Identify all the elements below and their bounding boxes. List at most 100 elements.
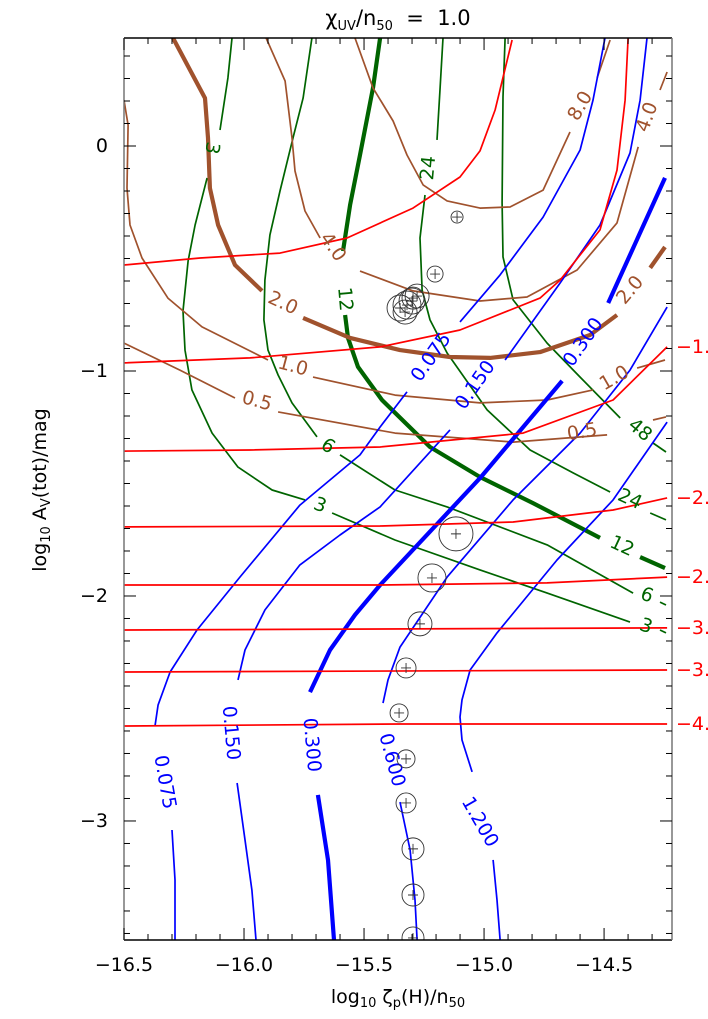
contour-segment bbox=[237, 429, 451, 681]
contour-segment bbox=[639, 555, 666, 571]
contour-segment bbox=[659, 601, 667, 606]
contour-0.300 bbox=[308, 177, 667, 940]
contour-2.0 bbox=[171, 38, 667, 360]
data-points bbox=[386, 210, 474, 940]
point-circle bbox=[426, 265, 444, 283]
data-point bbox=[395, 792, 417, 814]
contour-0.600 bbox=[382, 306, 668, 940]
contour-0.5 bbox=[124, 342, 667, 443]
contour-label: 0.300 bbox=[299, 717, 326, 773]
data-point bbox=[401, 286, 425, 310]
point-plus-icon bbox=[401, 662, 412, 673]
contour-segment bbox=[182, 177, 306, 501]
contour-segment bbox=[606, 177, 667, 304]
y-axis-label: log10 AV(tot)/mag bbox=[29, 408, 54, 571]
contour-segment bbox=[302, 313, 619, 360]
contour-segment bbox=[263, 38, 318, 438]
contour-segment bbox=[459, 38, 606, 323]
contour-edge-label: −3.5 bbox=[676, 659, 708, 681]
contour-segment bbox=[436, 38, 444, 140]
contour-segment bbox=[419, 194, 611, 493]
contour-segment bbox=[171, 829, 176, 940]
contour-segment bbox=[339, 454, 634, 594]
y-tick-label: 0 bbox=[96, 135, 108, 157]
point-circle bbox=[417, 563, 447, 593]
contour-label: 24 bbox=[416, 155, 440, 181]
contour-4.0 bbox=[265, 38, 668, 302]
contour-24 bbox=[419, 38, 667, 521]
point-circle bbox=[407, 611, 433, 637]
contour-segment bbox=[124, 38, 629, 364]
contour--3.5 bbox=[124, 669, 668, 673]
point-plus-icon bbox=[402, 300, 413, 311]
contour-3 bbox=[182, 38, 667, 634]
data-point bbox=[417, 563, 447, 593]
contour-segment bbox=[331, 512, 631, 623]
contour-segment bbox=[501, 38, 621, 419]
x-tick-label: −16.5 bbox=[95, 954, 153, 976]
contour-edge-label: −4.0 bbox=[676, 713, 708, 735]
contour-segment bbox=[649, 512, 667, 521]
point-circle bbox=[401, 286, 425, 310]
data-point bbox=[426, 265, 444, 283]
contour-48 bbox=[501, 38, 667, 453]
contour--1.5 bbox=[124, 346, 668, 452]
contour-0.075 bbox=[154, 38, 606, 940]
contour-segment bbox=[124, 346, 668, 452]
contour-segment bbox=[124, 723, 668, 727]
point-circle bbox=[401, 837, 425, 861]
contour-segment bbox=[124, 342, 236, 399]
data-point bbox=[450, 210, 464, 224]
point-circle bbox=[450, 210, 464, 224]
point-plus-icon bbox=[408, 843, 419, 854]
point-circle bbox=[398, 287, 426, 315]
x-tick-label: −15.5 bbox=[335, 954, 393, 976]
contour-1.0 bbox=[124, 99, 666, 404]
point-circle bbox=[395, 792, 417, 814]
contour-segment bbox=[652, 416, 667, 421]
contour-segment bbox=[124, 576, 668, 586]
data-point bbox=[401, 883, 425, 907]
point-plus-icon bbox=[408, 932, 419, 940]
x-tick-label: −16.0 bbox=[215, 954, 273, 976]
contour-label: 0.150 bbox=[218, 705, 245, 761]
contour-label: 0.5 bbox=[565, 418, 599, 445]
point-plus-icon bbox=[414, 618, 425, 629]
contour-edge-label: −3.0 bbox=[676, 617, 708, 639]
contour-segment bbox=[382, 306, 668, 704]
contour-segment bbox=[659, 71, 668, 91]
contour-0.150 bbox=[236, 38, 648, 940]
contour-segment bbox=[124, 99, 269, 361]
contour-12 bbox=[340, 38, 666, 571]
contour-unlabeled bbox=[124, 38, 629, 364]
contour-unlabeled bbox=[124, 39, 513, 266]
point-plus-icon bbox=[401, 797, 412, 808]
contour-label: 3 bbox=[200, 140, 224, 156]
data-point bbox=[401, 837, 425, 861]
contour-segment bbox=[652, 442, 667, 453]
contour-segment bbox=[659, 629, 667, 634]
data-point bbox=[389, 703, 409, 723]
contour-segment bbox=[315, 794, 337, 940]
contour-segment bbox=[124, 39, 513, 266]
data-point bbox=[407, 611, 433, 637]
data-point bbox=[395, 657, 417, 679]
point-circle bbox=[389, 703, 409, 723]
x-axis-label: log10 ζp(H)/n50 bbox=[331, 986, 465, 1011]
y-tick-label: −2 bbox=[80, 585, 108, 607]
y-tick-label: −1 bbox=[80, 360, 108, 382]
contour--2.5 bbox=[124, 576, 668, 586]
contour--4.0 bbox=[124, 723, 668, 727]
x-tick-label: −14.5 bbox=[575, 954, 633, 976]
contour-segment bbox=[219, 38, 233, 131]
point-circle bbox=[401, 883, 425, 907]
contour-segment bbox=[308, 379, 564, 694]
point-plus-icon bbox=[401, 753, 412, 764]
contour-segment bbox=[171, 38, 264, 293]
contour-segment bbox=[236, 782, 257, 940]
contour-lines bbox=[124, 38, 668, 940]
point-plus-icon bbox=[394, 707, 405, 718]
